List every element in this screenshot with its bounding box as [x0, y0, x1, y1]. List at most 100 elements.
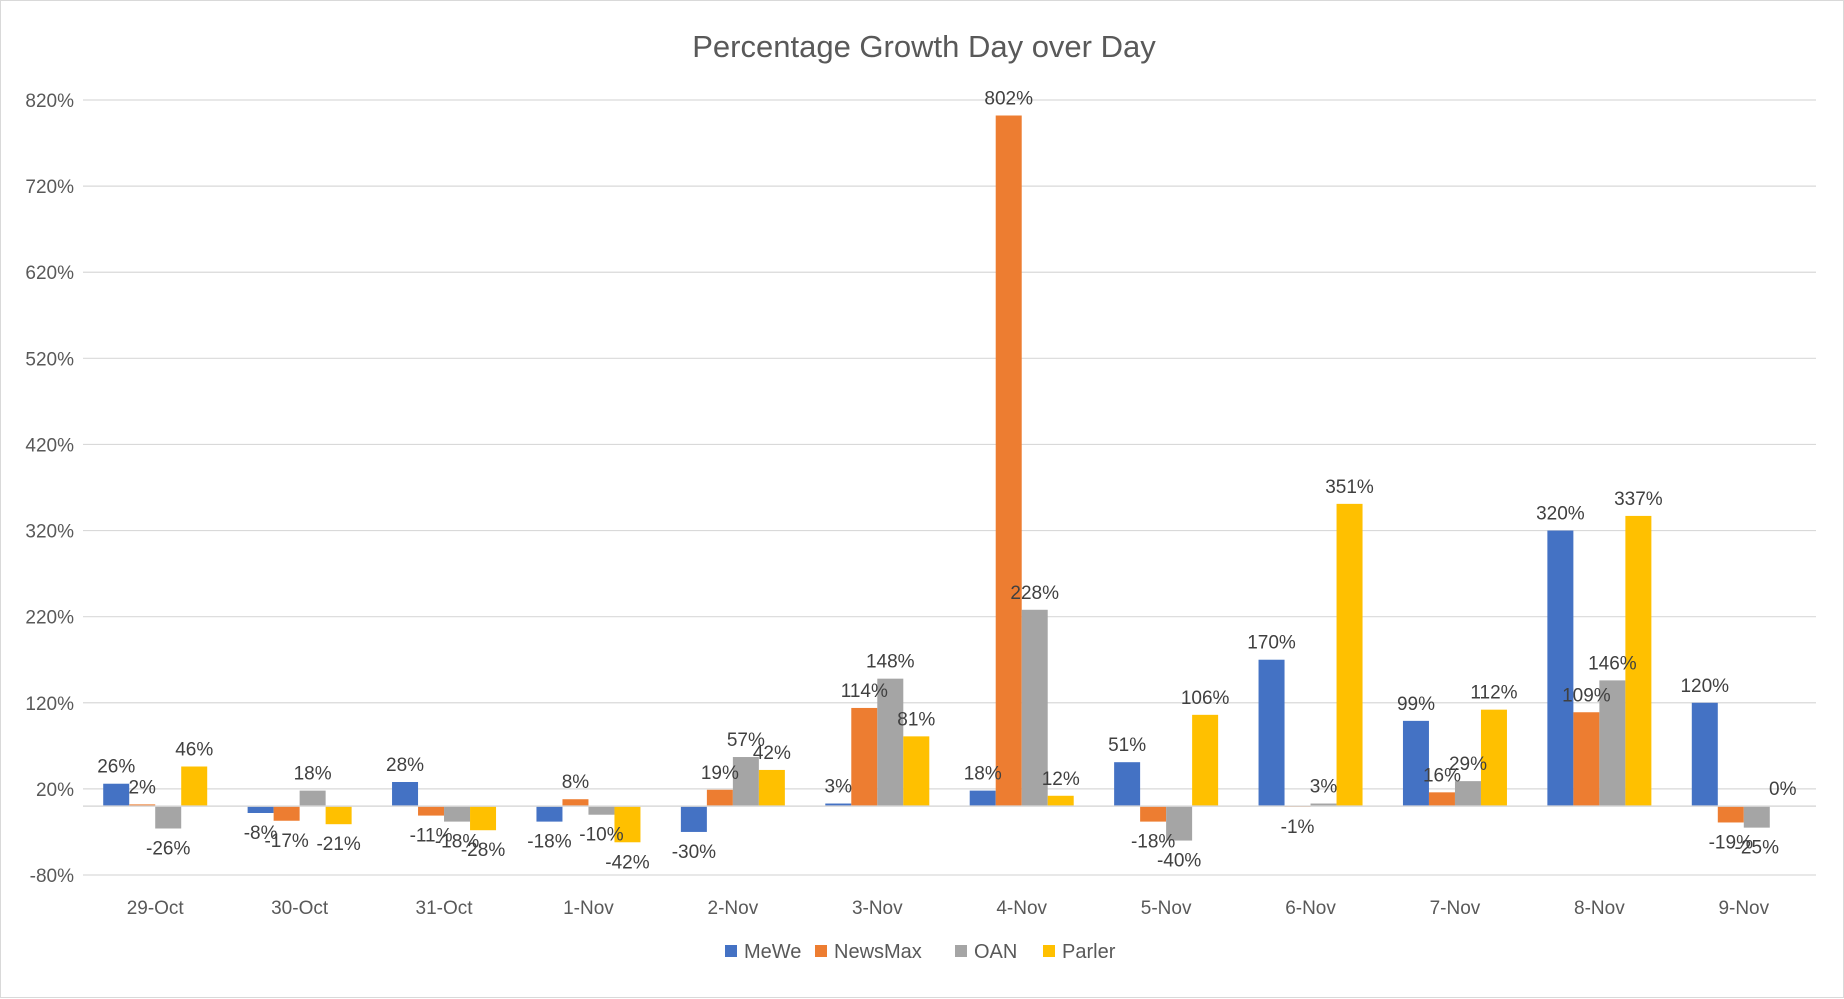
bar-oan-30-oct	[300, 791, 326, 807]
bar-parler-31-oct	[470, 806, 496, 830]
x-tick-label: 6-Nov	[1285, 898, 1336, 919]
bar-newsmax-2-nov	[707, 790, 733, 806]
data-label: 170%	[1247, 633, 1296, 654]
data-label: 0%	[1769, 779, 1797, 800]
y-tick-label: 820%	[25, 91, 74, 112]
data-label: 320%	[1536, 504, 1585, 525]
data-label: 146%	[1588, 653, 1637, 674]
legend-swatch-parler	[1043, 945, 1055, 957]
data-label: 114%	[841, 681, 888, 702]
legend-label-newsmax: NewsMax	[834, 941, 922, 963]
x-tick-label: 3-Nov	[852, 898, 903, 919]
data-label: 148%	[866, 652, 915, 673]
x-tick-label: 5-Nov	[1141, 898, 1192, 919]
data-labels: 26%2%-26%46%-8%-17%18%-21%28%-11%-18%-28…	[97, 89, 1796, 874]
data-label: 3%	[825, 777, 853, 798]
data-label: 18%	[964, 764, 1002, 785]
bar-mewe-2-nov	[681, 806, 707, 832]
bar-mewe-8-nov	[1547, 531, 1573, 807]
y-tick-label: 20%	[36, 780, 74, 801]
data-label: -17%	[264, 831, 308, 852]
bar-mewe-30-oct	[248, 806, 274, 813]
legend-label-mewe: MeWe	[744, 941, 801, 963]
data-label: -21%	[316, 834, 360, 855]
data-label: 112%	[1470, 683, 1517, 704]
x-tick-label: 31-Oct	[416, 898, 474, 919]
data-label: 3%	[1310, 777, 1338, 798]
bar-newsmax-5-nov	[1140, 806, 1166, 822]
bar-mewe-7-nov	[1403, 721, 1429, 806]
bar-mewe-5-nov	[1114, 762, 1140, 806]
bar-newsmax-8-nov	[1573, 712, 1599, 806]
data-label: 26%	[97, 757, 135, 778]
legend-label-oan: OAN	[974, 941, 1017, 963]
bar-oan-31-oct	[444, 806, 470, 822]
bar-parler-29-oct	[181, 767, 207, 807]
legend-swatch-oan	[955, 945, 967, 957]
data-label: -18%	[527, 832, 571, 853]
data-label: -28%	[461, 840, 505, 861]
data-label: 51%	[1108, 735, 1146, 756]
bar-mewe-9-nov	[1692, 703, 1718, 806]
data-label: 228%	[1010, 583, 1059, 604]
data-label: 12%	[1042, 769, 1080, 790]
y-tick-label: 420%	[25, 435, 74, 456]
x-tick-label: 7-Nov	[1430, 898, 1481, 919]
data-label: 19%	[701, 763, 739, 784]
data-label: 337%	[1614, 489, 1663, 510]
data-label: -30%	[672, 842, 716, 863]
legend: MeWe NewsMax OAN Parler	[725, 941, 1116, 963]
data-label: -10%	[579, 825, 623, 846]
bar-oan-1-nov	[588, 806, 614, 815]
data-label: 106%	[1181, 688, 1230, 709]
data-label: -42%	[605, 852, 649, 873]
y-axis-ticks: -80%20%120%220%320%420%520%620%720%820%	[25, 91, 74, 887]
x-tick-label: 8-Nov	[1574, 898, 1625, 919]
bar-mewe-1-nov	[536, 806, 562, 822]
bar-newsmax-9-nov	[1718, 806, 1744, 822]
data-label: -40%	[1157, 851, 1201, 872]
data-label: 99%	[1397, 694, 1435, 715]
data-label: -25%	[1735, 838, 1779, 859]
data-label: 29%	[1449, 754, 1487, 775]
data-label: 42%	[753, 743, 791, 764]
x-tick-label: 2-Nov	[708, 898, 759, 919]
data-label: 81%	[897, 709, 935, 730]
legend-label-parler: Parler	[1062, 941, 1116, 963]
bar-newsmax-31-oct	[418, 806, 444, 815]
y-tick-label: 220%	[25, 608, 74, 629]
bar-mewe-31-oct	[392, 782, 418, 806]
bar-parler-6-nov	[1337, 504, 1363, 806]
bar-newsmax-4-nov	[996, 116, 1022, 807]
x-tick-label: 9-Nov	[1718, 898, 1769, 919]
chart-title: Percentage Growth Day over Day	[692, 29, 1156, 64]
x-tick-label: 1-Nov	[563, 898, 614, 919]
bar-newsmax-30-oct	[274, 806, 300, 821]
y-tick-label: 120%	[25, 694, 74, 715]
data-label: 802%	[984, 89, 1033, 110]
legend-swatch-newsmax	[815, 945, 827, 957]
data-label: 2%	[128, 777, 156, 798]
data-label: -1%	[1281, 817, 1315, 838]
data-label: 109%	[1562, 685, 1611, 706]
data-label: 120%	[1680, 676, 1729, 697]
data-label: 46%	[175, 740, 213, 761]
data-label: 18%	[294, 764, 332, 785]
bar-mewe-29-oct	[103, 784, 129, 806]
x-tick-label: 30-Oct	[271, 898, 329, 919]
bars	[103, 116, 1796, 843]
bar-oan-29-oct	[155, 806, 181, 828]
bar-parler-5-nov	[1192, 715, 1218, 806]
bar-parler-30-oct	[326, 806, 352, 824]
bar-mewe-6-nov	[1259, 660, 1285, 806]
data-label: 351%	[1325, 477, 1374, 498]
bar-newsmax-1-nov	[562, 799, 588, 806]
y-tick-label: 620%	[25, 263, 74, 284]
data-label: -18%	[1131, 832, 1175, 853]
y-tick-label: 520%	[25, 349, 74, 370]
bar-newsmax-3-nov	[851, 708, 877, 806]
data-label: 8%	[562, 772, 590, 793]
bar-parler-2-nov	[759, 770, 785, 806]
